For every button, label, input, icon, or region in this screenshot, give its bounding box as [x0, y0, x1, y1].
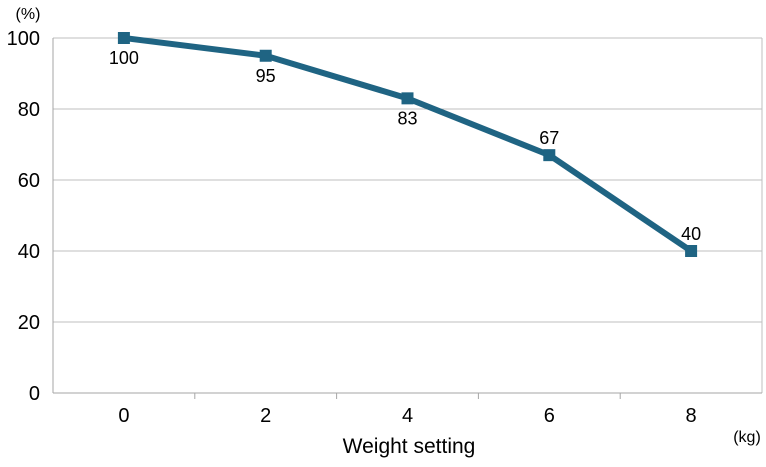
x-tick-label: 4 — [402, 405, 413, 427]
data-point-marker — [259, 49, 272, 62]
data-label: 100 — [109, 48, 139, 68]
series-line — [120, 35, 695, 254]
data-label: 40 — [681, 224, 701, 244]
grid-layer — [53, 37, 762, 323]
data-point-marker — [685, 245, 698, 257]
x-tick-label: 6 — [544, 405, 555, 427]
data-label-layer: 100 95 83 67 40 — [109, 48, 701, 244]
x-tick-label: 2 — [260, 405, 271, 427]
data-label: 83 — [397, 108, 417, 128]
data-point-marker — [117, 32, 130, 44]
y-tick-label: 60 — [18, 170, 40, 192]
axis-layer — [52, 38, 763, 399]
y-tick-label: 0 — [29, 383, 40, 405]
y-tick-labels: 0 20 40 60 80 100 — [7, 28, 40, 405]
x-tick-labels: 0 2 4 6 8 — [118, 405, 696, 427]
x-axis-title: Weight setting — [343, 435, 476, 458]
x-axis-unit: (kg) — [733, 429, 761, 446]
x-tick-label: 0 — [118, 405, 129, 427]
y-tick-label: 80 — [18, 99, 40, 121]
y-tick-label: 100 — [7, 28, 40, 50]
series-layer — [120, 35, 695, 254]
y-tick-label: 40 — [18, 241, 40, 263]
data-label: 95 — [256, 66, 276, 86]
marker-layer — [117, 32, 698, 257]
data-label: 67 — [539, 128, 559, 148]
data-point-marker — [543, 149, 556, 162]
x-tick-label: 8 — [686, 405, 697, 427]
data-point-marker — [401, 92, 414, 105]
y-tick-label: 20 — [18, 312, 40, 334]
y-axis-unit: (%) — [16, 6, 41, 23]
